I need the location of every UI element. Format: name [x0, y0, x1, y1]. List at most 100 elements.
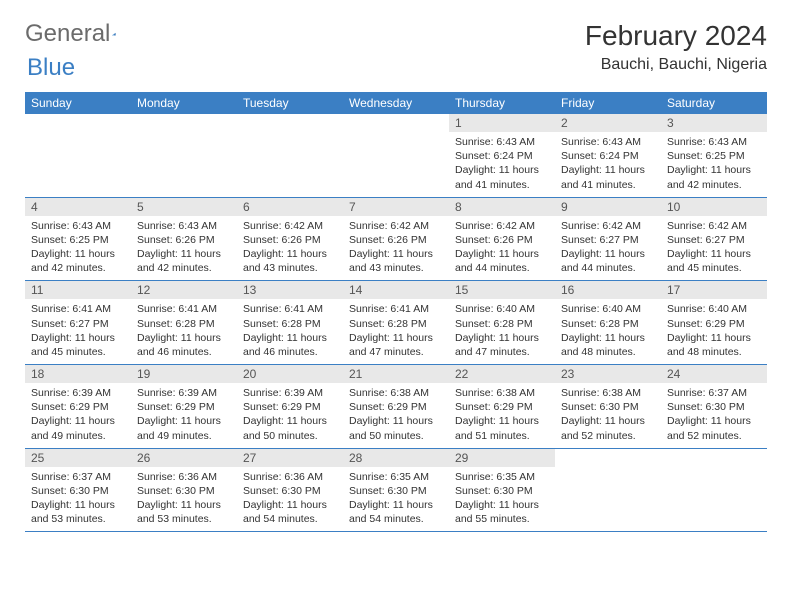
day-number: 1 — [449, 114, 555, 132]
title-block: February 2024 Bauchi, Bauchi, Nigeria — [585, 20, 767, 74]
day-data: Sunrise: 6:41 AMSunset: 6:28 PMDaylight:… — [343, 299, 449, 364]
calendar-cell: 17Sunrise: 6:40 AMSunset: 6:29 PMDayligh… — [661, 281, 767, 365]
calendar-cell: 20Sunrise: 6:39 AMSunset: 6:29 PMDayligh… — [237, 365, 343, 449]
day-data: Sunrise: 6:43 AMSunset: 6:26 PMDaylight:… — [131, 216, 237, 281]
calendar-cell: 25Sunrise: 6:37 AMSunset: 6:30 PMDayligh… — [25, 448, 131, 532]
calendar-cell: 3Sunrise: 6:43 AMSunset: 6:25 PMDaylight… — [661, 114, 767, 197]
day-number: 23 — [555, 365, 661, 383]
logo-text-general: General — [25, 20, 110, 48]
logo-triangle-icon — [112, 25, 116, 43]
day-number: 17 — [661, 281, 767, 299]
day-number: 15 — [449, 281, 555, 299]
day-data: Sunrise: 6:36 AMSunset: 6:30 PMDaylight:… — [237, 467, 343, 532]
calendar-cell: 18Sunrise: 6:39 AMSunset: 6:29 PMDayligh… — [25, 365, 131, 449]
logo: General — [25, 20, 136, 48]
calendar-cell: 29Sunrise: 6:35 AMSunset: 6:30 PMDayligh… — [449, 448, 555, 532]
calendar-cell: 2Sunrise: 6:43 AMSunset: 6:24 PMDaylight… — [555, 114, 661, 197]
day-data: Sunrise: 6:37 AMSunset: 6:30 PMDaylight:… — [661, 383, 767, 448]
day-data: Sunrise: 6:40 AMSunset: 6:28 PMDaylight:… — [449, 299, 555, 364]
day-number: 20 — [237, 365, 343, 383]
day-data: Sunrise: 6:43 AMSunset: 6:25 PMDaylight:… — [25, 216, 131, 281]
day-header: Friday — [555, 92, 661, 114]
calendar-cell: 19Sunrise: 6:39 AMSunset: 6:29 PMDayligh… — [131, 365, 237, 449]
day-number: 13 — [237, 281, 343, 299]
day-data: Sunrise: 6:39 AMSunset: 6:29 PMDaylight:… — [131, 383, 237, 448]
day-data: Sunrise: 6:40 AMSunset: 6:29 PMDaylight:… — [661, 299, 767, 364]
calendar-cell: 11Sunrise: 6:41 AMSunset: 6:27 PMDayligh… — [25, 281, 131, 365]
calendar-cell: 22Sunrise: 6:38 AMSunset: 6:29 PMDayligh… — [449, 365, 555, 449]
day-number: 7 — [343, 198, 449, 216]
day-data: Sunrise: 6:39 AMSunset: 6:29 PMDaylight:… — [237, 383, 343, 448]
day-data: Sunrise: 6:41 AMSunset: 6:27 PMDaylight:… — [25, 299, 131, 364]
day-header: Sunday — [25, 92, 131, 114]
calendar-week-row: 25Sunrise: 6:37 AMSunset: 6:30 PMDayligh… — [25, 448, 767, 532]
day-data: Sunrise: 6:42 AMSunset: 6:26 PMDaylight:… — [449, 216, 555, 281]
calendar-cell: 12Sunrise: 6:41 AMSunset: 6:28 PMDayligh… — [131, 281, 237, 365]
day-number: 3 — [661, 114, 767, 132]
day-number: 16 — [555, 281, 661, 299]
day-data: Sunrise: 6:43 AMSunset: 6:24 PMDaylight:… — [449, 132, 555, 197]
day-data: Sunrise: 6:38 AMSunset: 6:30 PMDaylight:… — [555, 383, 661, 448]
day-number: 10 — [661, 198, 767, 216]
day-number: 2 — [555, 114, 661, 132]
day-number: 24 — [661, 365, 767, 383]
calendar-cell — [237, 114, 343, 197]
day-header: Wednesday — [343, 92, 449, 114]
calendar-cell: 16Sunrise: 6:40 AMSunset: 6:28 PMDayligh… — [555, 281, 661, 365]
calendar-cell: 27Sunrise: 6:36 AMSunset: 6:30 PMDayligh… — [237, 448, 343, 532]
day-number: 18 — [25, 365, 131, 383]
day-number: 11 — [25, 281, 131, 299]
day-data: Sunrise: 6:37 AMSunset: 6:30 PMDaylight:… — [25, 467, 131, 532]
day-number: 26 — [131, 449, 237, 467]
day-number: 27 — [237, 449, 343, 467]
calendar-week-row: 11Sunrise: 6:41 AMSunset: 6:27 PMDayligh… — [25, 281, 767, 365]
day-number: 29 — [449, 449, 555, 467]
day-data: Sunrise: 6:43 AMSunset: 6:25 PMDaylight:… — [661, 132, 767, 197]
calendar-cell: 6Sunrise: 6:42 AMSunset: 6:26 PMDaylight… — [237, 197, 343, 281]
day-number: 6 — [237, 198, 343, 216]
day-data: Sunrise: 6:35 AMSunset: 6:30 PMDaylight:… — [449, 467, 555, 532]
calendar-cell: 13Sunrise: 6:41 AMSunset: 6:28 PMDayligh… — [237, 281, 343, 365]
day-number: 9 — [555, 198, 661, 216]
day-number: 25 — [25, 449, 131, 467]
day-data: Sunrise: 6:42 AMSunset: 6:27 PMDaylight:… — [555, 216, 661, 281]
calendar-cell: 23Sunrise: 6:38 AMSunset: 6:30 PMDayligh… — [555, 365, 661, 449]
calendar-cell — [343, 114, 449, 197]
day-number: 28 — [343, 449, 449, 467]
calendar-cell: 7Sunrise: 6:42 AMSunset: 6:26 PMDaylight… — [343, 197, 449, 281]
calendar-week-row: 1Sunrise: 6:43 AMSunset: 6:24 PMDaylight… — [25, 114, 767, 197]
calendar-cell: 5Sunrise: 6:43 AMSunset: 6:26 PMDaylight… — [131, 197, 237, 281]
location-subtitle: Bauchi, Bauchi, Nigeria — [585, 56, 767, 74]
calendar-cell — [661, 448, 767, 532]
day-header: Tuesday — [237, 92, 343, 114]
day-data: Sunrise: 6:38 AMSunset: 6:29 PMDaylight:… — [343, 383, 449, 448]
day-header: Thursday — [449, 92, 555, 114]
calendar-cell: 4Sunrise: 6:43 AMSunset: 6:25 PMDaylight… — [25, 197, 131, 281]
calendar-table: SundayMondayTuesdayWednesdayThursdayFrid… — [25, 92, 767, 532]
day-data: Sunrise: 6:42 AMSunset: 6:27 PMDaylight:… — [661, 216, 767, 281]
day-number: 12 — [131, 281, 237, 299]
day-number: 19 — [131, 365, 237, 383]
day-number: 4 — [25, 198, 131, 216]
day-data: Sunrise: 6:42 AMSunset: 6:26 PMDaylight:… — [237, 216, 343, 281]
day-data: Sunrise: 6:40 AMSunset: 6:28 PMDaylight:… — [555, 299, 661, 364]
calendar-week-row: 18Sunrise: 6:39 AMSunset: 6:29 PMDayligh… — [25, 365, 767, 449]
day-number: 8 — [449, 198, 555, 216]
day-data: Sunrise: 6:38 AMSunset: 6:29 PMDaylight:… — [449, 383, 555, 448]
calendar-week-row: 4Sunrise: 6:43 AMSunset: 6:25 PMDaylight… — [25, 197, 767, 281]
day-number: 14 — [343, 281, 449, 299]
day-number: 21 — [343, 365, 449, 383]
day-number: 5 — [131, 198, 237, 216]
day-data: Sunrise: 6:35 AMSunset: 6:30 PMDaylight:… — [343, 467, 449, 532]
day-header: Monday — [131, 92, 237, 114]
page-title: February 2024 — [585, 20, 767, 52]
calendar-cell: 24Sunrise: 6:37 AMSunset: 6:30 PMDayligh… — [661, 365, 767, 449]
calendar-body: 1Sunrise: 6:43 AMSunset: 6:24 PMDaylight… — [25, 114, 767, 532]
day-data: Sunrise: 6:43 AMSunset: 6:24 PMDaylight:… — [555, 132, 661, 197]
calendar-cell — [131, 114, 237, 197]
calendar-cell: 28Sunrise: 6:35 AMSunset: 6:30 PMDayligh… — [343, 448, 449, 532]
calendar-cell — [555, 448, 661, 532]
day-number: 22 — [449, 365, 555, 383]
day-data: Sunrise: 6:42 AMSunset: 6:26 PMDaylight:… — [343, 216, 449, 281]
calendar-cell: 14Sunrise: 6:41 AMSunset: 6:28 PMDayligh… — [343, 281, 449, 365]
